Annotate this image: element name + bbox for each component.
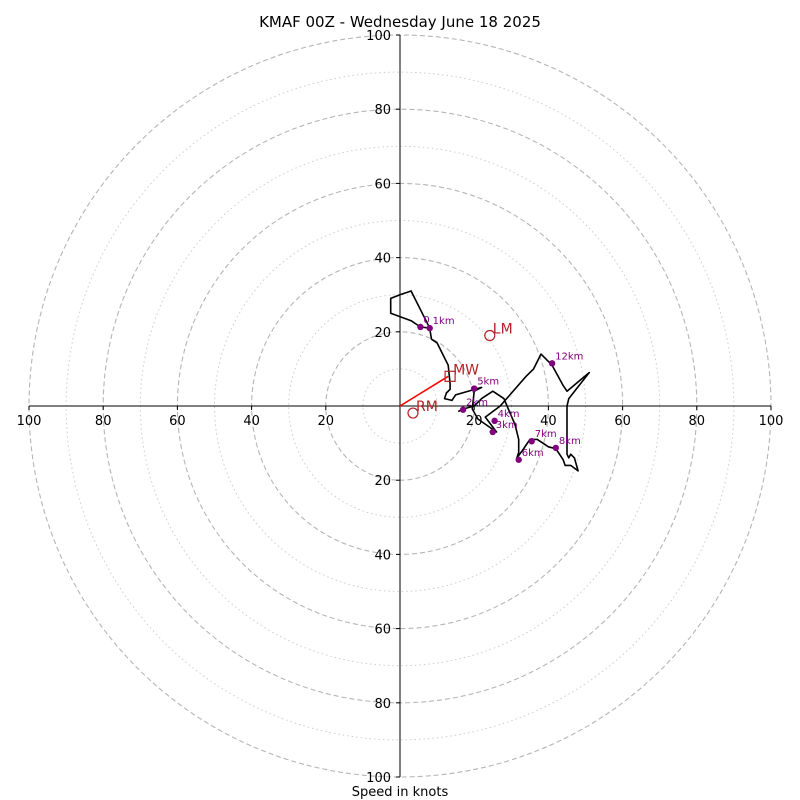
- x-tick-label: 40: [540, 414, 557, 429]
- height-point: [471, 385, 478, 392]
- height-label: 8km: [559, 436, 581, 447]
- y-tick-label: 20: [374, 474, 391, 489]
- motion-marker: [407, 407, 419, 419]
- height-point: [489, 428, 496, 436]
- y-tick-label: 80: [374, 103, 391, 118]
- y-tick-label: 60: [374, 177, 391, 192]
- x-tick-label: 100: [759, 414, 784, 429]
- mean-wind-vector: [399, 375, 449, 407]
- x-tick-label: 80: [95, 414, 112, 429]
- y-tick-label: 60: [374, 623, 391, 638]
- height-label: 7km: [535, 429, 557, 440]
- x-axis-label: Speed in knots: [352, 785, 449, 800]
- height-point: [417, 323, 424, 331]
- height-label: 2km: [466, 398, 488, 409]
- height-point: [515, 456, 522, 463]
- x-tick-label: 20: [318, 414, 335, 429]
- height-point: [491, 417, 498, 425]
- y-tick-label: 80: [374, 697, 391, 712]
- height-label: 5km: [477, 377, 499, 388]
- motion-marker: [444, 370, 456, 382]
- x-tick-label: 20: [466, 414, 483, 429]
- y-tick-label: 40: [374, 548, 391, 563]
- chart-title: KMAF 00Z - Wednesday June 18 2025: [259, 13, 541, 31]
- height-point: [552, 444, 560, 452]
- motion-marker: [484, 329, 496, 342]
- height-label: 12km: [555, 351, 583, 362]
- y-tick-label: 40: [374, 252, 391, 267]
- x-tick-label: 100: [17, 414, 42, 429]
- height-label: 0: [423, 315, 429, 326]
- height-label: 4km: [498, 409, 520, 420]
- y-tick-label: 100: [366, 29, 391, 44]
- height-label: 1km: [433, 316, 455, 327]
- height-point: [528, 438, 535, 445]
- storm-motion-markers: LM MW RM: [407, 322, 513, 419]
- motion-label: LM: [493, 322, 513, 338]
- motion-label: MW: [453, 362, 479, 378]
- x-tick-label: 40: [243, 414, 260, 429]
- height-label: 6km: [522, 448, 544, 459]
- motion-label: RM: [416, 399, 438, 415]
- height-point: [426, 324, 433, 332]
- y-tick-label: 100: [366, 771, 391, 786]
- height-point: [459, 406, 467, 413]
- hodograph-trace: [389, 290, 591, 472]
- y-ticks: 100 80 60 40 20 20 40 60 80 100: [366, 29, 400, 786]
- y-tick-label: 20: [374, 326, 391, 341]
- x-tick-label: 60: [169, 414, 186, 429]
- height-point: [548, 360, 556, 367]
- x-tick-label: 60: [614, 414, 631, 429]
- height-label: 3km: [496, 420, 518, 431]
- x-tick-label: 80: [689, 414, 706, 429]
